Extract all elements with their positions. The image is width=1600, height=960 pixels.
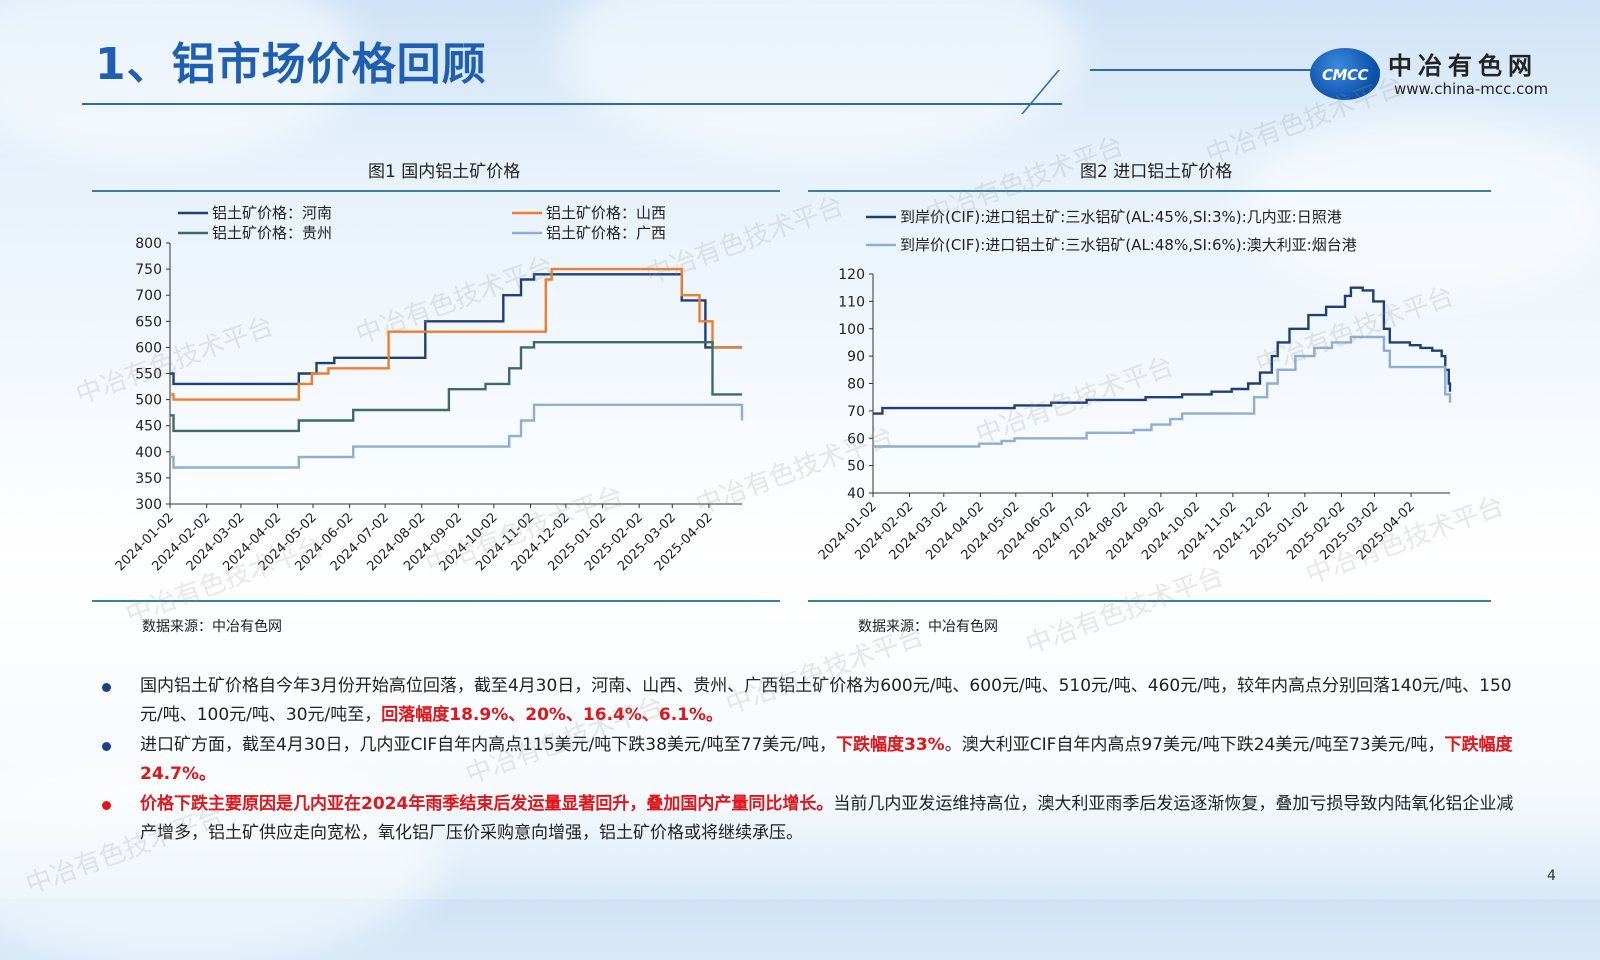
fig2-bottom-rule: [808, 600, 1491, 602]
y-tick-label: 80: [847, 377, 865, 393]
y-tick-label: 120: [838, 267, 865, 283]
y-tick-label: 400: [135, 445, 162, 461]
series-line-0: [170, 273, 742, 386]
fig2-top-rule: [808, 190, 1491, 192]
legend-label: 到岸价(CIF):进口铝土矿:三水铝矿(AL:45%,SI:3%):几内亚:日照…: [900, 208, 1342, 226]
bullet-text: 进口矿方面，截至4月30日，几内亚CIF自年内高点115美元/吨下跌38美元/吨…: [140, 735, 837, 755]
series-line-1: [170, 267, 742, 401]
legend-label: 铝土矿价格：贵州: [212, 224, 332, 242]
chart-domestic-bauxite: 3003504004505005506006507007508002024-01…: [113, 204, 744, 574]
company-logo[interactable]: CMCC 中冶有色网 www.china-mcc.com: [1310, 46, 1580, 106]
y-tick-label: 800: [135, 236, 162, 252]
fig1-top-rule: [92, 190, 780, 192]
bullet-dot-icon: [102, 801, 111, 810]
legend-label: 到岸价(CIF):进口铝土矿:三水铝矿(AL:48%,SI:6%):澳大利亚:烟…: [900, 236, 1357, 254]
y-tick-label: 40: [847, 486, 865, 502]
page-number: 4: [1547, 868, 1556, 884]
bullet-item: 国内铝土矿价格自今年3月份开始高位回落，截至4月30日，河南、山西、贵州、广西铝…: [100, 672, 1520, 730]
y-tick-label: 90: [847, 349, 865, 365]
y-tick-label: 550: [135, 367, 162, 383]
y-tick-label: 300: [135, 497, 162, 513]
title-underline-right: [1090, 69, 1380, 71]
fig2-source: 数据来源：中冶有色网: [858, 619, 998, 635]
bullet-highlight-text: 回落幅度18.9%、20%、16.4%、6.1%。: [381, 705, 724, 725]
y-tick-label: 650: [135, 314, 162, 330]
y-tick-label: 750: [135, 262, 162, 278]
fig1-source: 数据来源：中冶有色网: [142, 619, 282, 635]
legend-label: 铝土矿价格：河南: [212, 204, 332, 222]
y-tick-label: 500: [135, 393, 162, 409]
bullet-dot-icon: [102, 683, 111, 692]
globe-icon: CMCC: [1310, 48, 1380, 100]
bullet-highlight-text: 价格下跌主要原因是几内亚在2024年雨季结束后发运量显著回升，叠加国内产量同比增…: [140, 794, 834, 814]
bullet-highlight-text: 下跌幅度33%: [836, 735, 945, 755]
y-tick-label: 600: [135, 340, 162, 356]
fig1-bottom-rule: [92, 600, 780, 602]
bullet-text: 当前几内亚发运维持高位，澳大利亚雨季后发运逐渐恢复，叠加亏损导致内陆氧化铝企业减…: [140, 794, 1514, 843]
bullet-item: 价格下跌主要原因是几内亚在2024年雨季结束后发运量显著回升，叠加国内产量同比增…: [100, 790, 1520, 848]
y-tick-label: 50: [847, 459, 865, 475]
series-line-0: [873, 286, 1452, 415]
legend-label: 铝土矿价格：山西: [546, 204, 666, 222]
series-line-1: [873, 335, 1452, 448]
y-tick-label: 700: [135, 288, 162, 304]
y-tick-label: 450: [135, 419, 162, 435]
bullet-text: 国内铝土矿价格自今年3月份开始高位回落，截至4月30日，河南、山西、贵州、广西铝…: [140, 676, 1512, 725]
y-tick-label: 350: [135, 471, 162, 487]
y-tick-label: 60: [847, 431, 865, 447]
bullet-text: 。澳大利亚CIF自年内高点97美元/吨下跌24美元/吨至73美元/吨，: [944, 735, 1445, 755]
title-underline: [82, 103, 1062, 105]
bullet-highlight-text: 下跌幅度24.7%。: [140, 735, 1513, 784]
bullet-dot-icon: [102, 742, 111, 751]
y-tick-label: 110: [838, 294, 865, 310]
bullet-item: 进口矿方面，截至4月30日，几内亚CIF自年内高点115美元/吨下跌38美元/吨…: [100, 731, 1520, 789]
fig1-title: 图1 国内铝土矿价格: [368, 162, 521, 182]
fig2-title: 图2 进口铝土矿价格: [1080, 162, 1233, 182]
series-line-3: [170, 403, 744, 469]
logo-name: 中冶有色网: [1388, 52, 1538, 80]
y-tick-label: 70: [847, 404, 865, 420]
series-line-2: [170, 341, 742, 433]
logo-globe-text: CMCC: [1322, 66, 1368, 84]
y-tick-label: 100: [838, 322, 865, 338]
page-title: 1、铝市场价格回顾: [95, 39, 487, 90]
legend-label: 铝土矿价格：广西: [546, 224, 666, 242]
summary-bullets: 国内铝土矿价格自今年3月份开始高位回落，截至4月30日，河南、山西、贵州、广西铝…: [100, 672, 1520, 849]
chart-imported-bauxite: 4050607080901001101202024-01-022024-02-0…: [816, 208, 1452, 563]
logo-url: www.china-mcc.com: [1394, 80, 1549, 98]
